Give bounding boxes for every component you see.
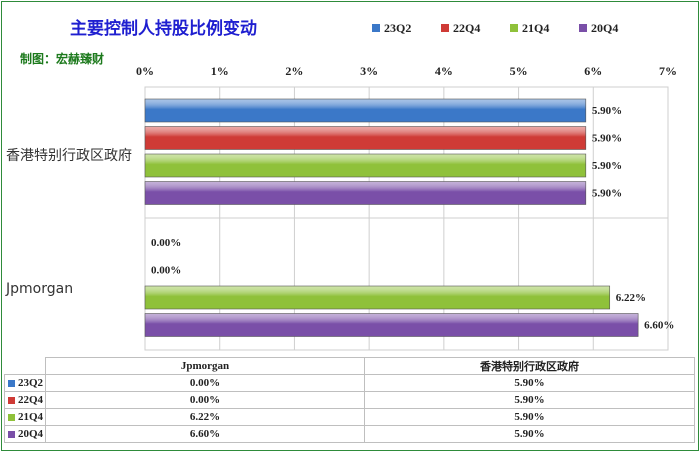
bar-chart: 0% 1% 2% 3% 4% 5% 6% 7% 香港特别行政区政府 5.90% 5.90% 5.90%…: [5, 64, 677, 351]
data-label: 5.90%: [592, 160, 622, 172]
data-table-row: 22Q4 0.00% 5.90%: [4, 391, 695, 409]
chart-title: 主要控制人持股比例变动: [70, 19, 257, 39]
x-tick-label: 1%: [211, 64, 229, 78]
row-label-23q2: 23Q2: [18, 377, 44, 389]
category-label: Jpmorgan: [5, 281, 73, 297]
data-label: 0.00%: [151, 265, 181, 277]
legend-label-21q4: 21Q4: [522, 20, 550, 35]
data-table-row-label: 23Q2: [4, 374, 46, 392]
chart-credit: 制图：宏赫臻财: [20, 52, 105, 66]
data-table-cell: 5.90%: [364, 425, 695, 443]
data-table-row-label: 21Q4: [4, 408, 46, 426]
data-table-row-label: 20Q4: [4, 425, 46, 443]
x-tick-label: 0%: [136, 64, 154, 78]
legend-label-22q4: 22Q4: [453, 20, 481, 35]
data-table-cell: 0.00%: [45, 374, 365, 392]
data-table-header-jpmorgan: Jpmorgan: [45, 357, 365, 375]
data-table-cell: 5.90%: [364, 374, 695, 392]
data-table-cell: 5.90%: [364, 391, 695, 409]
category-label: 香港特别行政区政府: [6, 148, 132, 164]
data-table-row: 20Q4 6.60% 5.90%: [4, 425, 695, 443]
x-tick-label: 7%: [659, 64, 677, 78]
bar-gloss: [144, 285, 611, 310]
x-tick-label: 2%: [285, 64, 303, 78]
data-label: 5.90%: [592, 133, 622, 145]
bar-gloss: [144, 98, 587, 123]
row-swatch-21q4: [8, 413, 15, 421]
bar-gloss: [144, 126, 587, 150]
data-label: 5.90%: [592, 188, 622, 200]
bar-gloss: [144, 153, 587, 178]
legend-item-22q4: 22Q4: [441, 20, 480, 36]
legend-label-20q4: 20Q4: [591, 20, 619, 35]
legend-swatch-22q4: [441, 24, 449, 32]
row-label-21q4: 21Q4: [18, 411, 44, 423]
legend-item-23q2: 23Q2: [372, 20, 411, 36]
data-label: 0.00%: [151, 237, 181, 249]
data-table-header-row: Jpmorgan 香港特别行政区政府: [5, 357, 695, 375]
data-table-row: 23Q2 0.00% 5.90%: [4, 374, 695, 392]
data-table: Jpmorgan 香港特别行政区政府 23Q2 0.00% 5.90% 22Q4…: [4, 357, 695, 443]
x-tick-label: 5%: [510, 64, 528, 78]
data-table-cell: 6.22%: [45, 408, 365, 426]
x-tick-label: 6%: [584, 64, 602, 78]
data-table-cell: 5.90%: [364, 408, 695, 426]
row-label-20q4: 20Q4: [18, 428, 44, 440]
legend-swatch-21q4: [510, 24, 518, 32]
row-swatch-22q4: [8, 396, 15, 404]
x-tick-label: 4%: [435, 64, 453, 78]
data-table-corner: [5, 358, 46, 375]
row-label-22q4: 22Q4: [18, 394, 44, 406]
data-table-header-hk-gov: 香港特别行政区政府: [364, 357, 695, 375]
row-swatch-23q2: [8, 379, 15, 387]
bar-gloss: [144, 313, 639, 337]
data-label: 6.60%: [644, 320, 674, 332]
legend-item-20q4: 20Q4: [579, 20, 618, 36]
data-table-cell: 0.00%: [45, 391, 365, 409]
x-tick-label: 3%: [360, 64, 378, 78]
data-table-row-label: 22Q4: [4, 391, 46, 409]
data-label: 5.90%: [592, 105, 622, 117]
legend-swatch-23q2: [372, 24, 380, 32]
data-label: 6.22%: [616, 292, 646, 304]
data-table-row: 21Q4 6.22% 5.90%: [4, 408, 695, 426]
legend-label-23q2: 23Q2: [384, 20, 412, 35]
legend-item-21q4: 21Q4: [510, 20, 549, 36]
legend-swatch-20q4: [579, 24, 587, 32]
bar-gloss: [144, 181, 587, 205]
data-table-cell: 6.60%: [45, 425, 365, 443]
row-swatch-20q4: [8, 430, 15, 438]
legend: 23Q2 22Q4 21Q4 20Q4: [0, 20, 700, 36]
